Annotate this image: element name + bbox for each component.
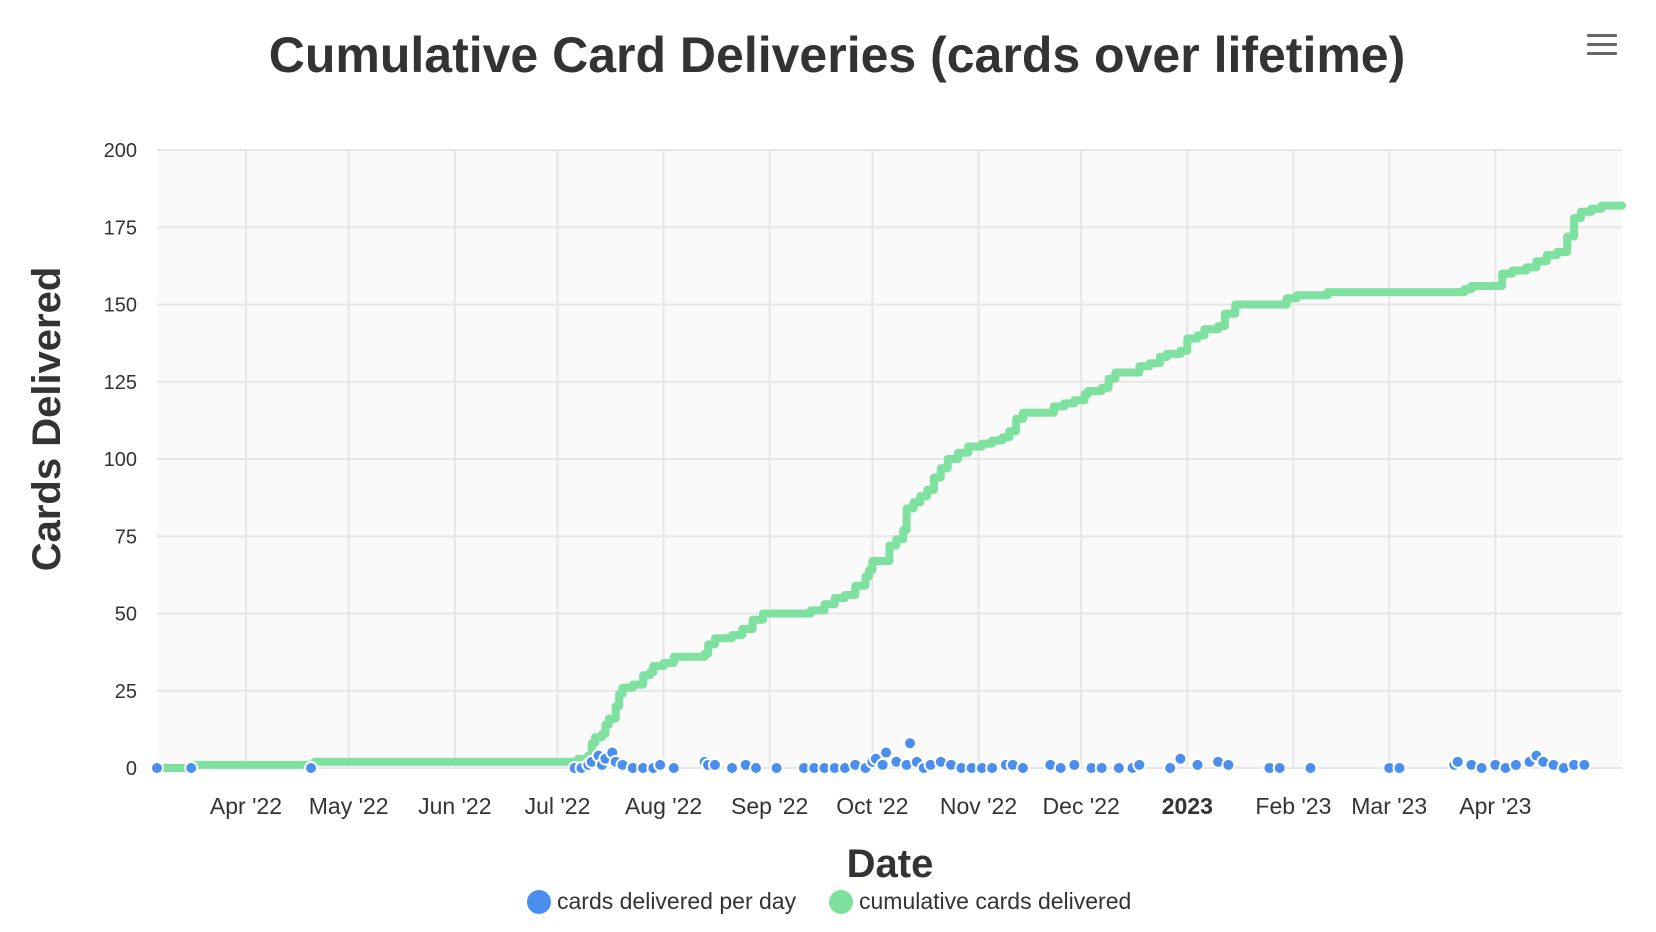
legend-item-cumulative[interactable]: cumulative cards delivered [829, 888, 1131, 915]
y-tick-label: 150 [104, 295, 137, 317]
x-tick-label: Oct '22 [836, 793, 908, 819]
y-tick-label: 175 [104, 217, 137, 239]
menu-bar [1587, 34, 1617, 37]
per-day-point[interactable] [1132, 757, 1147, 772]
x-tick-label: Dec '22 [1043, 793, 1120, 819]
per-day-point[interactable] [304, 761, 319, 775]
cumulative-series[interactable] [153, 201, 1626, 772]
y-gridlines [157, 149, 1622, 769]
per-day-point[interactable] [1163, 761, 1178, 775]
y-axis-ticks: 0 25 50 75 100 125 150 175 200 [104, 140, 137, 780]
per-day-point[interactable] [1272, 761, 1287, 775]
per-day-point[interactable] [150, 761, 164, 775]
x-tick-label: Aug '22 [625, 793, 702, 819]
per-day-point[interactable] [1173, 751, 1188, 766]
x-tick-label: Nov '22 [940, 793, 1017, 819]
x-tick-label: May '22 [309, 793, 389, 819]
per-day-point[interactable] [875, 757, 890, 772]
x-axis-title: Date [847, 842, 934, 886]
x-gridlines [244, 150, 1497, 768]
per-day-point[interactable] [653, 757, 668, 772]
per-day-point[interactable] [985, 761, 1000, 775]
legend-label: cards delivered per day [557, 888, 797, 914]
per-day-point[interactable] [1221, 757, 1236, 772]
x-tick-label: Apr '23 [1459, 793, 1531, 819]
per-day-point[interactable] [1190, 757, 1205, 772]
x-tick-label: Mar '23 [1351, 793, 1427, 819]
per-day-point[interactable] [725, 761, 740, 775]
per-day-point[interactable] [1508, 757, 1523, 772]
x-tick-label: Apr '22 [210, 793, 282, 819]
legend-marker [829, 889, 853, 914]
per-day-point[interactable] [769, 761, 784, 775]
per-day-point[interactable] [1303, 761, 1318, 775]
x-tick-label: 2023 [1162, 793, 1213, 819]
legend: cards delivered per day cumulative cards… [0, 888, 1656, 918]
x-tick-label: Sep '22 [731, 793, 808, 819]
per-day-point[interactable] [1053, 761, 1068, 775]
y-tick-label: 50 [115, 604, 137, 626]
legend-label: cumulative cards delivered [859, 888, 1132, 914]
per-day-series[interactable] [150, 736, 1592, 775]
per-day-point[interactable] [1015, 761, 1030, 775]
per-day-point[interactable] [666, 761, 681, 775]
x-tick-label: Feb '23 [1255, 793, 1331, 819]
per-day-point[interactable] [1474, 761, 1489, 775]
per-day-point[interactable] [1450, 754, 1465, 769]
hamburger-menu-icon[interactable] [1585, 30, 1619, 60]
y-tick-label: 125 [104, 372, 137, 394]
x-axis-ticks: Apr '22 May '22 Jun '22 Jul '22 Aug '22 Sep '… [210, 793, 1532, 819]
per-day-point[interactable] [879, 745, 894, 760]
per-day-point[interactable] [1094, 761, 1109, 775]
menu-bar [1587, 43, 1617, 46]
y-tick-label: 75 [115, 526, 137, 548]
y-tick-label: 200 [104, 140, 137, 162]
x-tick-label: Jul '22 [525, 793, 591, 819]
cumulative-line[interactable] [153, 201, 1626, 772]
legend-marker [527, 889, 551, 914]
x-tick-label: Jun '22 [418, 793, 491, 819]
per-day-point[interactable] [1577, 757, 1592, 772]
y-tick-label: 100 [104, 449, 137, 471]
per-day-point[interactable] [184, 761, 199, 775]
per-day-point[interactable] [749, 761, 764, 775]
y-axis-title: Cards Delivered [25, 267, 69, 572]
legend-item-per-day[interactable]: cards delivered per day [527, 888, 796, 915]
menu-bar [1587, 52, 1617, 55]
per-day-point[interactable] [1067, 757, 1082, 772]
per-day-point[interactable] [1111, 761, 1126, 775]
per-day-point[interactable] [1392, 761, 1407, 775]
y-tick-label: 0 [126, 758, 137, 780]
per-day-point[interactable] [903, 736, 918, 751]
chart-title: Cumulative Card Deliveries (cards over l… [268, 27, 1406, 83]
y-tick-label: 25 [115, 681, 137, 703]
per-day-point[interactable] [707, 757, 722, 772]
